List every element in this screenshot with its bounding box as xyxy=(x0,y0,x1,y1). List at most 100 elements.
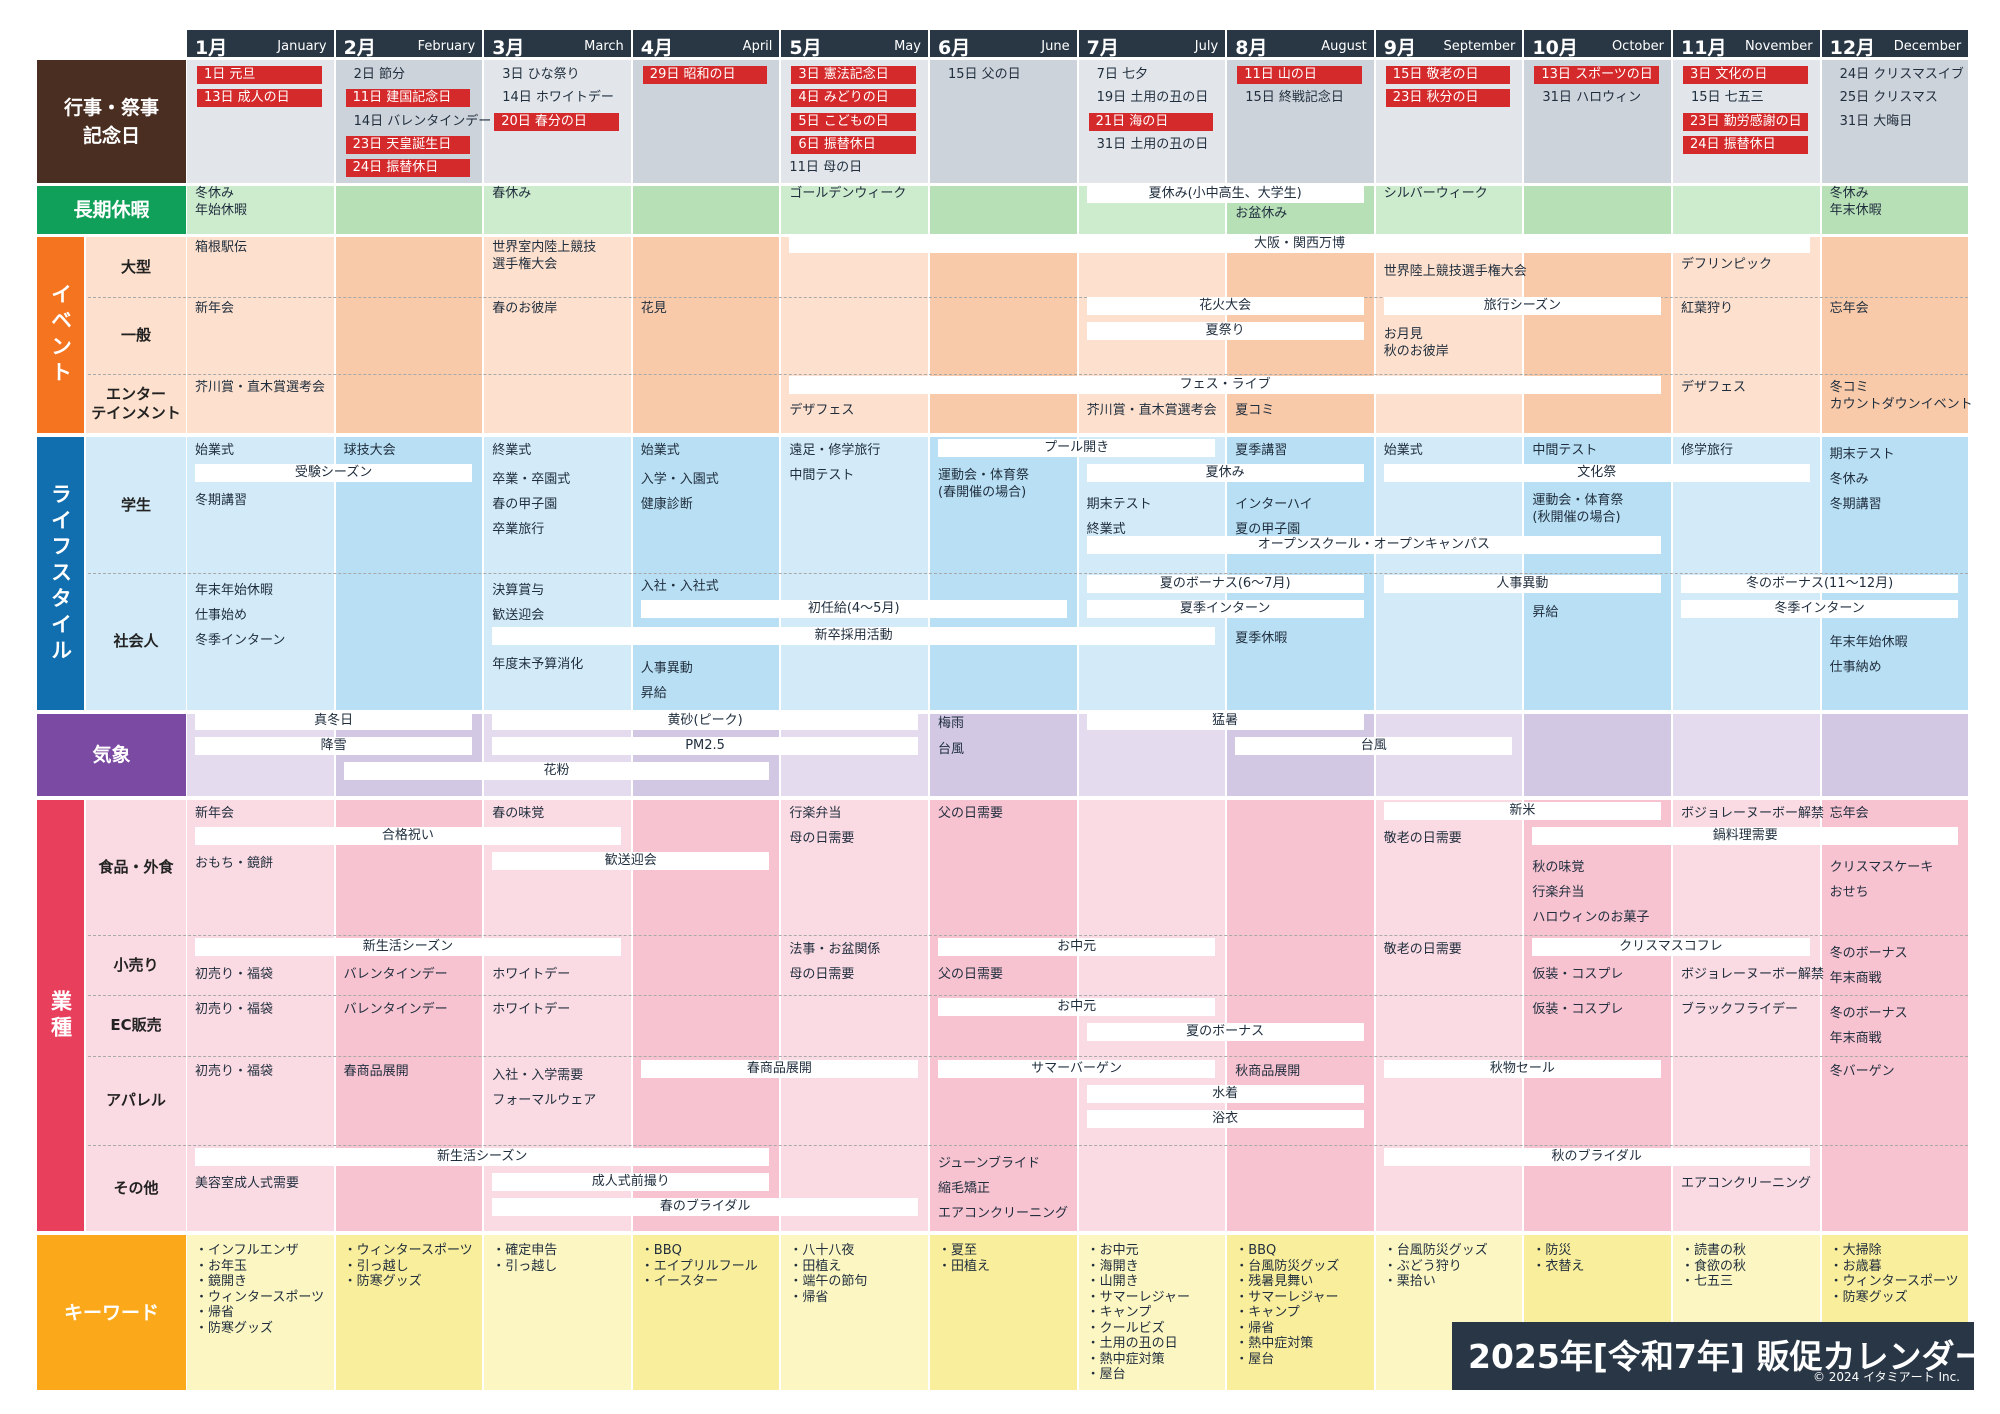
gyoshu-text: ジューンブライド 縮毛矯正 エアコンクリーニング xyxy=(938,1156,1069,1221)
gyoshu-text: 入社・入学需要 フォーマルウェア xyxy=(492,1068,597,1108)
span-bar: 冬季インターン xyxy=(1681,600,1959,618)
month-cell xyxy=(1375,186,1523,234)
subcategory-label: エンター テインメント xyxy=(86,374,186,433)
month-en: December xyxy=(1893,39,1962,54)
month-en: April xyxy=(742,39,773,54)
month-header: 5月 May xyxy=(781,30,928,59)
event-day: 31日 大晦日 xyxy=(1839,113,1913,129)
gyoshu-text: 秋商品展開 xyxy=(1235,1064,1301,1079)
event-day: 15日 終戦記念日 xyxy=(1245,90,1344,106)
month-jp: 1月 xyxy=(195,37,228,59)
gyoshu-text: 初売り・福袋 xyxy=(195,1002,274,1017)
life-text: 冬期講習 xyxy=(195,493,248,508)
month-cell xyxy=(187,1235,334,1390)
span-bar: 大阪・関西万博 xyxy=(789,235,1810,253)
month-jp: 11月 xyxy=(1681,37,1727,59)
month-cell xyxy=(1524,714,1671,796)
life-text: 始業式 xyxy=(1383,443,1423,458)
category-kyuka: 長期休暇 xyxy=(37,186,186,234)
month-cell xyxy=(1524,237,1671,433)
gyoshu-text: 母の日需要 xyxy=(789,831,855,846)
keyword-list: ・確定申告 ・引っ越し xyxy=(492,1243,558,1274)
month-cell xyxy=(1821,60,1969,183)
holiday-tag: 3日 憲法記念日 xyxy=(791,66,916,84)
span-bar: 春のブライダル xyxy=(492,1198,918,1216)
event-text: 夏コミ xyxy=(1235,403,1275,418)
month-cell xyxy=(1078,1235,1226,1390)
event-text: デザフェス xyxy=(1681,380,1747,395)
holiday-tag: 23日 勤労感謝の日 xyxy=(1683,112,1808,131)
span-bar: 夏休み(小中高生、大学生) xyxy=(1086,185,1364,203)
month-cell xyxy=(632,1235,780,1390)
month-jp: 6月 xyxy=(938,37,971,59)
event-day: 31日 土用の丑の日 xyxy=(1096,136,1209,152)
life-text: 年末年始休暇 仕事納め xyxy=(1829,635,1908,675)
gyoshu-text: 仮装・コスプレ xyxy=(1532,967,1624,982)
gyoshu-text: エアコンクリーニング xyxy=(1681,1176,1812,1191)
span-bar: 鍋料理需要 xyxy=(1532,827,1959,845)
span-bar: クリスマスコフレ xyxy=(1532,938,1810,956)
month-jp: 3月 xyxy=(492,37,525,59)
event-day: 19日 土用の丑の日 xyxy=(1096,90,1209,106)
keyword-list: ・BBQ ・エイプリルフール ・イースター xyxy=(640,1243,758,1289)
life-text: 運動会・体育祭 (春開催の場合) xyxy=(938,468,1030,500)
life-text: 球技大会 xyxy=(343,443,396,458)
category-life: ライフスタイル xyxy=(37,437,84,710)
month-jp: 7月 xyxy=(1086,37,1119,59)
title-box: 2025年[令和7年] 販促カレンダー © 2024 イタミアート Inc. xyxy=(1452,1322,1987,1390)
kyuka-text: 冬休み 年末休暇 xyxy=(1829,186,1882,218)
gyoshu-text: 秋の味覚 行楽弁当 ハロウィンのお菓子 xyxy=(1532,860,1650,925)
kisho-text: 梅雨 xyxy=(938,716,965,731)
event-text: 春のお彼岸 xyxy=(492,301,558,316)
month-en: November xyxy=(1744,39,1813,54)
month-cell xyxy=(1375,237,1523,433)
event-text: 新年会 xyxy=(195,301,235,316)
span-bar: 夏のボーナス(6〜7月) xyxy=(1086,575,1364,593)
life-text: 期末テスト 冬休み 冬期講習 xyxy=(1829,447,1895,512)
gyoshu-text: 冬バーゲン xyxy=(1829,1064,1895,1079)
gyoshu-text: 母の日需要 xyxy=(789,967,855,982)
span-bar: サマーバーゲン xyxy=(938,1060,1216,1078)
month-cell xyxy=(632,237,780,433)
gyoshu-text: 行楽弁当 xyxy=(789,806,842,821)
kyuka-text: 冬休み 年始休暇 xyxy=(195,186,248,218)
span-bar: フェス・ライブ xyxy=(789,376,1661,394)
life-text: 年末年始休暇 仕事始め 冬季インターン xyxy=(195,583,286,648)
holiday-tag: 5日 こどもの日 xyxy=(791,112,916,131)
event-day: 15日 七五三 xyxy=(1691,90,1764,106)
span-bar: 人事異動 xyxy=(1383,575,1661,593)
holiday-tag: 15日 敬老の日 xyxy=(1385,66,1511,84)
gyoshu-text: 冬のボーナス 年末商戦 xyxy=(1829,946,1908,986)
holiday-tag: 23日 秋分の日 xyxy=(1385,89,1511,108)
event-day: 15日 父の日 xyxy=(948,67,1021,82)
month-en: February xyxy=(417,39,476,54)
event-day: 25日 クリスマス xyxy=(1839,90,1938,106)
month-cell xyxy=(1375,714,1523,796)
month-header: 12月 December xyxy=(1821,30,1969,59)
holiday-tag: 29日 昭和の日 xyxy=(642,66,768,84)
event-text: 冬コミ カウントダウンイベント xyxy=(1829,380,1973,412)
span-bar: 初任給(4〜5月) xyxy=(640,600,1067,618)
event-text: 芥川賞・直木賞選考会 xyxy=(195,380,326,395)
life-text: 修学旅行 xyxy=(1681,443,1734,458)
event-text: デザフェス xyxy=(789,403,855,418)
span-bar: 春商品展開 xyxy=(640,1060,918,1078)
event-text: 忘年会 xyxy=(1829,301,1869,316)
span-bar: お中元 xyxy=(938,938,1216,956)
span-bar: 台風 xyxy=(1235,737,1513,755)
holiday-tag: 21日 海の日 xyxy=(1088,112,1214,131)
life-text: 期末テスト 終業式 xyxy=(1086,497,1152,537)
month-jp: 10月 xyxy=(1532,37,1578,59)
kyuka-text: ゴールデンウィーク xyxy=(789,186,907,201)
keyword-list: ・BBQ ・台風防災グッズ ・残暑見舞い ・サマーレジャー ・キャンプ ・帰省 … xyxy=(1235,1243,1340,1367)
month-jp: 12月 xyxy=(1829,37,1876,59)
event-text: 芥川賞・直木賞選考会 xyxy=(1086,403,1217,418)
month-header: 3月 March xyxy=(484,30,631,59)
span-bar: 黄砂(ピーク) xyxy=(492,712,918,730)
event-day: 7日 七夕 xyxy=(1096,67,1148,82)
event-text: 箱根駅伝 xyxy=(195,240,248,255)
subcategory-label: 大型 xyxy=(86,237,186,297)
copyright: © 2024 イタミアート Inc. xyxy=(1812,1370,1960,1384)
month-jp: 8月 xyxy=(1235,37,1268,59)
